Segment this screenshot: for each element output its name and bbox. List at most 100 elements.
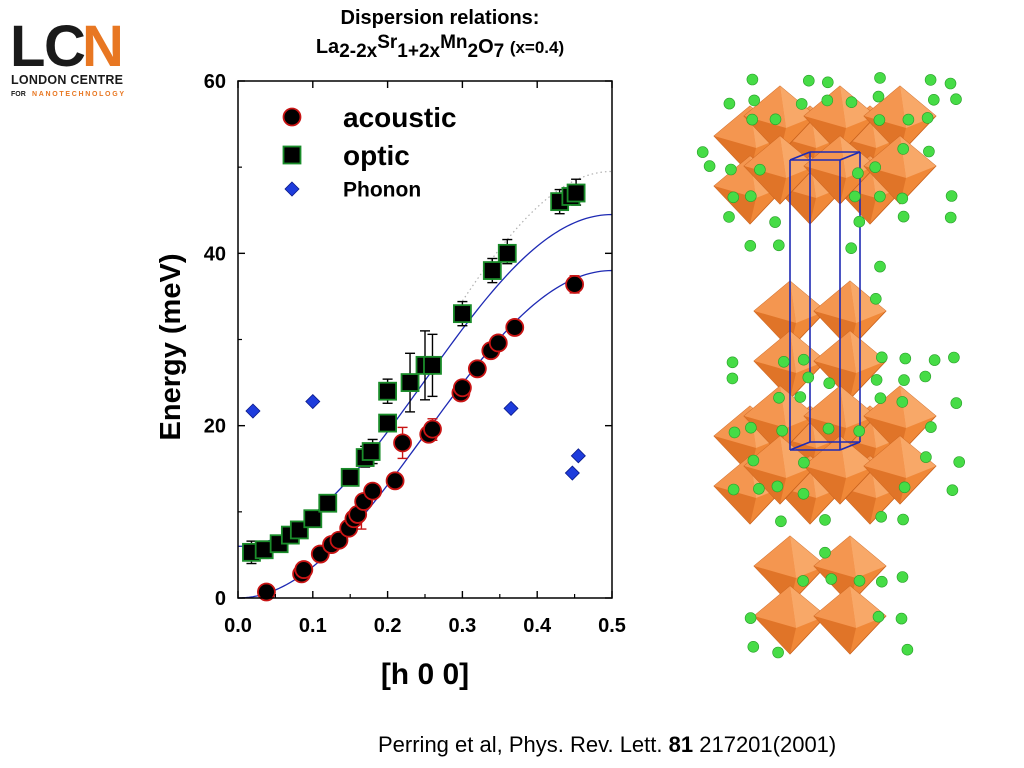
series-optic bbox=[242, 183, 586, 562]
legend-marker-acoustic bbox=[282, 107, 302, 127]
title-formula: La2-2xSr1+2xMn2O7 (x=0.4) bbox=[240, 31, 640, 64]
series-acoustic bbox=[257, 274, 584, 602]
Phonon-point-2 bbox=[503, 400, 519, 416]
error-bars bbox=[246, 178, 582, 565]
x-tick-label-0: 0.0 bbox=[224, 615, 252, 637]
atom-89 bbox=[895, 612, 908, 625]
atom-33 bbox=[723, 211, 735, 223]
x-axis-label: [h 0 0] bbox=[381, 658, 469, 691]
optic-point-7 bbox=[340, 467, 360, 487]
unit-cell-edge-9 bbox=[839, 441, 861, 451]
atom-61 bbox=[728, 426, 741, 439]
atom-50 bbox=[726, 372, 739, 385]
atom-2 bbox=[822, 76, 834, 89]
optic-point-16 bbox=[482, 261, 502, 280]
series-Phonon bbox=[245, 393, 586, 481]
optic-point-12 bbox=[400, 373, 420, 392]
atom-21 bbox=[923, 145, 935, 158]
atom-70 bbox=[953, 456, 966, 468]
atom-46 bbox=[876, 351, 888, 364]
atom-84 bbox=[853, 574, 866, 587]
optic-point-14 bbox=[423, 355, 442, 375]
atom-13 bbox=[950, 93, 962, 106]
atom-87 bbox=[744, 612, 757, 624]
atom-88 bbox=[872, 610, 885, 623]
acoustic-point-11 bbox=[385, 471, 405, 491]
logo-line2-for: FOR bbox=[11, 91, 26, 98]
y-axis-label: Energy (meV) bbox=[155, 254, 187, 441]
atom-30 bbox=[874, 190, 886, 203]
octahedron-31 bbox=[813, 585, 887, 655]
optic-point-17 bbox=[497, 243, 517, 263]
octahedron-29 bbox=[813, 535, 887, 605]
atom-86 bbox=[896, 571, 909, 583]
acoustic-point-19 bbox=[488, 333, 508, 353]
unit-cell-edge-1 bbox=[839, 151, 861, 161]
atom-44 bbox=[778, 355, 790, 368]
atom-0 bbox=[746, 73, 759, 86]
fit-curve-2 bbox=[461, 170, 613, 302]
Phonon-point-3 bbox=[564, 465, 580, 481]
atom-55 bbox=[919, 370, 932, 383]
atom-72 bbox=[753, 482, 765, 495]
logo-letter-c: C bbox=[44, 14, 86, 79]
optic-point-10 bbox=[378, 413, 398, 433]
acoustic-point-21 bbox=[565, 274, 584, 294]
atom-17 bbox=[902, 113, 915, 126]
atom-48 bbox=[928, 354, 941, 366]
atom-76 bbox=[946, 484, 959, 497]
acoustic-point-20 bbox=[505, 318, 525, 337]
atom-92 bbox=[901, 643, 914, 656]
legend-marker-Phonon bbox=[284, 181, 300, 197]
atom-91 bbox=[772, 646, 784, 659]
y-tick-label-0: 0 bbox=[215, 588, 226, 610]
acoustic-point-12 bbox=[393, 433, 412, 453]
atom-75 bbox=[898, 481, 911, 494]
atom-6 bbox=[723, 97, 736, 110]
atom-5 bbox=[944, 77, 957, 90]
legend-item-Phonon: Phonon bbox=[284, 178, 421, 201]
dispersion-chart: 0.0 0.1 0.2 0.3 0.4 0.5 0 20 40 60 acoustic optic P… bbox=[155, 71, 626, 691]
citation-pages: 217201(2001) bbox=[699, 732, 837, 757]
Phonon-point-1 bbox=[305, 393, 321, 410]
x-tick-label-1: 0.1 bbox=[299, 615, 327, 637]
atom-15 bbox=[769, 113, 782, 126]
legend-item-optic: optic bbox=[282, 140, 410, 171]
atom-62 bbox=[745, 421, 757, 434]
citation: Perring et al, Phys. Rev. Lett. 81 21720… bbox=[378, 732, 836, 758]
atom-68 bbox=[798, 456, 810, 469]
octahedron-15 bbox=[813, 330, 887, 400]
acoustic-point-14 bbox=[423, 419, 442, 439]
atom-20 bbox=[897, 143, 909, 155]
legend: acoustic optic Phonon bbox=[282, 102, 457, 201]
atom-9 bbox=[821, 94, 834, 107]
atom-64 bbox=[822, 422, 835, 435]
atom-58 bbox=[874, 392, 887, 405]
unit-cell-outline bbox=[789, 151, 861, 451]
chart-title: Dispersion relations: La2-2xSr1+2xMn2O7 … bbox=[240, 6, 640, 64]
acoustic-point-10 bbox=[363, 481, 383, 501]
atom-38 bbox=[744, 240, 757, 252]
octahedron-30 bbox=[753, 585, 827, 655]
optic-point-6 bbox=[318, 493, 338, 513]
Phonon-point-4 bbox=[570, 448, 586, 464]
atom-49 bbox=[948, 351, 960, 364]
atom-85 bbox=[876, 575, 888, 588]
atom-79 bbox=[875, 510, 887, 523]
formula-la: La bbox=[315, 36, 340, 58]
atom-78 bbox=[819, 514, 831, 526]
atom-54 bbox=[898, 374, 910, 386]
atom-11 bbox=[872, 90, 885, 103]
atom-82 bbox=[797, 575, 809, 587]
citation-authors: Perring et al, Phys. Rev. Lett. bbox=[378, 732, 663, 757]
la-sr-atoms bbox=[696, 72, 966, 659]
atom-71 bbox=[727, 483, 740, 496]
logo-line1: LONDON CENTRE bbox=[11, 73, 123, 87]
octahedron-25 bbox=[743, 435, 817, 505]
atom-1 bbox=[803, 74, 815, 87]
atom-41 bbox=[874, 260, 886, 273]
atom-12 bbox=[928, 93, 940, 106]
logo-line2-nanotechnology: NANOTECHNOLOGY bbox=[32, 91, 124, 98]
optic-point-9 bbox=[361, 442, 381, 461]
x-tick-label-3: 0.3 bbox=[448, 615, 476, 637]
